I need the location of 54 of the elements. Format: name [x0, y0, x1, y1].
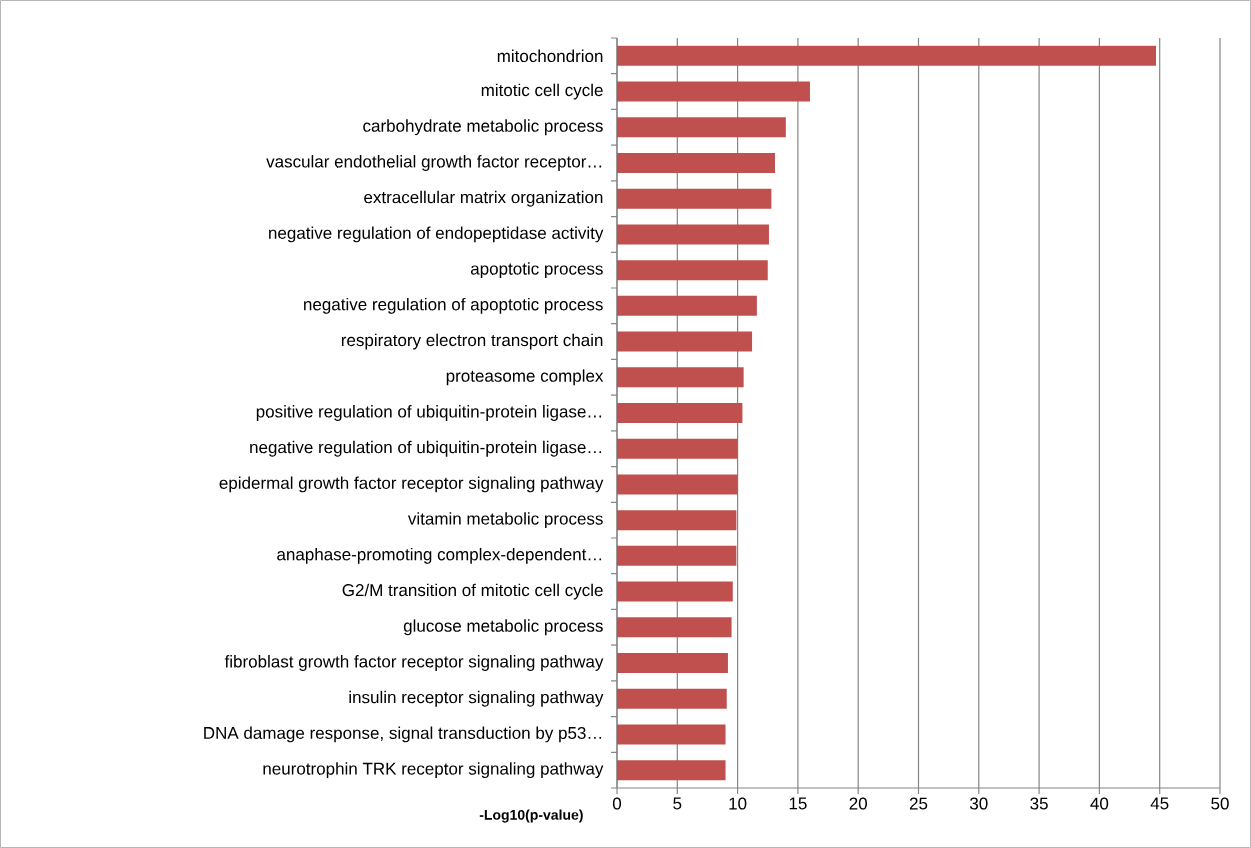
y-tick-label: carbohydrate metabolic process: [363, 119, 603, 136]
y-tick-label: insulin receptor signaling pathway: [349, 690, 604, 707]
bar: [617, 688, 727, 709]
y-tick-label: fibroblast growth factor receptor signaling pathway: [224, 655, 604, 671]
y-tick-label: mitotic cell cycle: [481, 83, 603, 100]
y-tick-label: neurotrophin TRK receptor signaling pathway: [263, 762, 604, 779]
x-tick-label: 0: [612, 797, 622, 810]
bar: [617, 581, 733, 602]
y-tick-label: negative regulation of apoptotic process: [304, 297, 603, 314]
x-tick-label: 40: [1090, 797, 1109, 810]
bar: [617, 403, 743, 423]
x-tick-label: 5: [673, 797, 682, 810]
y-tick-label: DNA damage response, signal transduction by p53…: [204, 726, 602, 743]
y-tick-label: glucose metabolic process: [403, 619, 603, 636]
bar: [617, 295, 757, 316]
x-tick-label: 50: [1211, 797, 1229, 810]
y-tick-label: epidermal growth factor receptor signaling pathway: [219, 476, 604, 493]
x-tick-label: 10: [729, 797, 747, 810]
bar: [617, 224, 769, 245]
y-tick-label: vitamin metabolic process: [407, 512, 603, 529]
bar: [617, 724, 726, 745]
bar: [617, 545, 737, 566]
bar: [617, 153, 775, 173]
y-tick-label: positive regulation of ubiquitin-protein ligase…: [256, 405, 602, 421]
bar: [617, 331, 753, 352]
y-tick-label: vascular endothelial growth factor receptor…: [266, 155, 602, 171]
y-tick-label: respiratory electron transport chain: [341, 333, 603, 350]
bar: [617, 188, 772, 209]
bar: [617, 760, 726, 781]
y-tick-label: anaphase-promoting complex-dependent…: [277, 547, 602, 564]
bar: [617, 438, 738, 459]
bar: [617, 45, 1157, 66]
x-axis-title: -Log10(p-value): [479, 809, 583, 823]
bar: [617, 81, 810, 102]
y-tick-label: apoptotic process: [470, 262, 603, 279]
bar: [617, 510, 737, 531]
y-tick-label: mitochondrion: [497, 49, 603, 63]
x-tick-label: 45: [1150, 797, 1169, 810]
bar: [617, 474, 738, 495]
x-tick-label: 35: [1030, 797, 1048, 810]
x-tick-label: 15: [789, 797, 807, 810]
x-tick-label: 30: [969, 797, 988, 810]
x-tick-label: 20: [849, 797, 867, 810]
y-tick-label: proteasome complex: [446, 369, 604, 386]
y-tick-label: negative regulation of endopeptidase activity: [269, 226, 604, 243]
bar: [617, 260, 768, 281]
x-tick-label: 25: [909, 797, 928, 810]
bar: [617, 117, 786, 138]
bar: [617, 653, 728, 673]
bar: [617, 617, 732, 638]
y-tick-label: negative regulation of ubiquitin-protein ligase…: [250, 440, 602, 457]
y-tick-label: G2/M transition of mitotic cell cycle: [342, 583, 603, 600]
y-tick-label: extracellular matrix organization: [364, 190, 603, 207]
bar: [617, 367, 744, 388]
